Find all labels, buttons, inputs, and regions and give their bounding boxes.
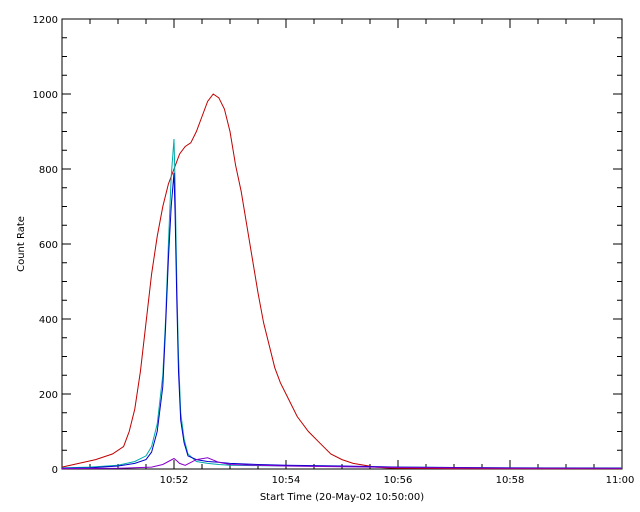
y-tick-label: 800: [39, 165, 58, 176]
y-tick-label: 1200: [33, 15, 58, 26]
plot-area-frame: [61, 18, 623, 470]
x-axis-title: Start Time (20-May-02 10:50:00): [260, 492, 424, 503]
series-line-3: [61, 172, 623, 469]
y-axis-title: Count Rate: [16, 216, 27, 272]
x-axis-ticks: 10:52 10:54 10:56 10:58 11:00: [61, 19, 635, 486]
y-axis-ticks: 0 200 400 600 800 1000 1200: [33, 15, 622, 476]
y-tick-label: 600: [39, 240, 58, 251]
y-tick-label: 400: [39, 315, 58, 326]
y-tick-label: 200: [39, 390, 58, 401]
x-tick-label: 10:58: [496, 475, 525, 486]
x-tick-label: 10:54: [272, 475, 301, 486]
series-line-1: [61, 93, 622, 470]
series-lines: [61, 93, 623, 470]
x-tick-label: 10:52: [160, 475, 189, 486]
x-tick-label: 11:00: [606, 475, 635, 486]
y-tick-label: 0: [52, 465, 58, 476]
x-tick-label: 10:56: [384, 475, 413, 486]
series-line-4: [61, 457, 622, 470]
series-line-2: [61, 138, 622, 469]
y-tick-label: 1000: [33, 90, 58, 101]
